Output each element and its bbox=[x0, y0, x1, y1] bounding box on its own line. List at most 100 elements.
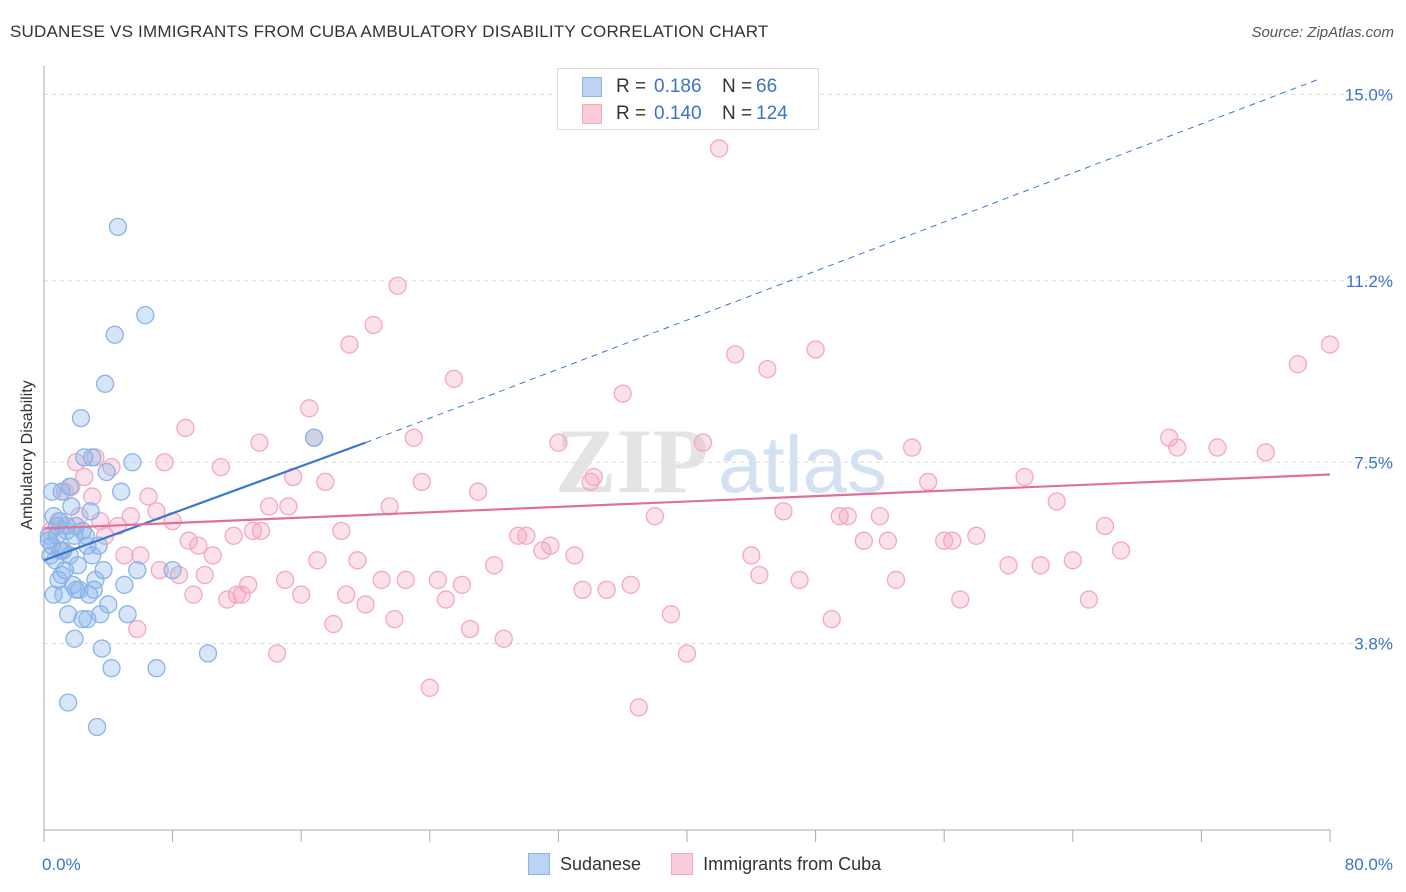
legend-n-value: 66 bbox=[756, 76, 778, 97]
point-cuba bbox=[693, 433, 713, 452]
point-sudanese bbox=[123, 453, 142, 472]
point-cuba bbox=[549, 433, 568, 452]
legend-r-label: R = bbox=[616, 103, 647, 124]
legend-swatch-cuba bbox=[582, 104, 602, 124]
series-swatch-cuba bbox=[671, 853, 694, 875]
point-cuba bbox=[468, 482, 488, 501]
point-cuba bbox=[324, 614, 343, 634]
point-cuba bbox=[75, 467, 94, 487]
point-cuba bbox=[509, 526, 528, 545]
point-cuba bbox=[179, 531, 198, 550]
series-name-sudanese: Sudanese bbox=[560, 853, 642, 874]
point-cuba bbox=[348, 551, 367, 570]
point-cuba bbox=[886, 570, 906, 590]
gridlines bbox=[44, 94, 1395, 645]
point-cuba bbox=[292, 585, 311, 604]
series-legend: Sudanese Immigrants from Cuba bbox=[528, 852, 911, 876]
point-cuba bbox=[677, 644, 697, 663]
point-cuba bbox=[250, 433, 269, 452]
y-tick-label: 3.8% bbox=[1354, 635, 1393, 654]
legend-n-value: 124 bbox=[756, 103, 788, 124]
point-cuba bbox=[758, 359, 777, 379]
point-cuba bbox=[750, 565, 769, 585]
point-cuba bbox=[584, 467, 603, 487]
point-cuba bbox=[742, 546, 761, 565]
point-sudanese bbox=[102, 659, 121, 678]
point-sudanese bbox=[81, 502, 100, 521]
legend-r-label: R = bbox=[616, 76, 647, 97]
point-sudanese bbox=[57, 516, 76, 536]
x-tick-label: 80.0% bbox=[1345, 855, 1393, 874]
point-cuba bbox=[332, 521, 351, 541]
point-cuba bbox=[1095, 516, 1115, 536]
axes bbox=[43, 66, 1331, 842]
point-cuba bbox=[428, 570, 447, 590]
trend-sudanese-extension bbox=[365, 79, 1319, 444]
point-sudanese bbox=[147, 659, 166, 678]
series-name-cuba: Immigrants from Cuba bbox=[703, 853, 882, 874]
legend-r-value: 0.140 bbox=[654, 103, 702, 124]
tick-labels: 15.0% 11.2% 7.5% 3.8% 0.0% 80.0% bbox=[42, 86, 1393, 874]
point-cuba bbox=[1168, 438, 1187, 457]
point-cuba bbox=[1079, 590, 1099, 609]
point-cuba bbox=[251, 521, 271, 541]
point-sudanese bbox=[60, 477, 79, 496]
point-cuba bbox=[460, 619, 480, 639]
point-cuba bbox=[918, 472, 938, 492]
legend-row-sudanese: R = 0.186 N = 66 bbox=[582, 75, 777, 99]
watermark: ZIP atlas bbox=[555, 410, 887, 512]
y-tick-label: 11.2% bbox=[1346, 272, 1393, 291]
trend-sudanese bbox=[43, 441, 366, 562]
point-cuba bbox=[275, 570, 295, 590]
point-cuba bbox=[364, 315, 383, 335]
point-cuba bbox=[356, 595, 375, 614]
point-cuba bbox=[822, 610, 841, 629]
point-cuba bbox=[218, 590, 237, 609]
point-cuba bbox=[372, 570, 391, 590]
point-cuba bbox=[710, 139, 729, 158]
point-cuba bbox=[420, 678, 439, 697]
point-cuba bbox=[385, 610, 404, 629]
trend-lines bbox=[43, 79, 1331, 562]
point-sudanese bbox=[115, 575, 134, 594]
point-sudanese bbox=[95, 374, 115, 393]
point-cuba bbox=[388, 276, 407, 295]
point-cuba bbox=[629, 698, 648, 717]
point-cuba bbox=[316, 472, 335, 492]
point-sudanese bbox=[97, 462, 116, 482]
point-sudanese bbox=[67, 580, 86, 599]
correlation-legend: R = 0.186 N = 66 R = 0.140 N = 124 bbox=[557, 68, 819, 130]
point-cuba bbox=[951, 590, 970, 609]
point-cuba bbox=[1208, 438, 1227, 457]
point-cuba bbox=[227, 585, 247, 604]
legend-n-label: N = bbox=[722, 76, 753, 97]
point-cuba bbox=[573, 580, 592, 599]
point-sudanese bbox=[112, 482, 131, 501]
source-label: Source: ZipAtlas.com bbox=[1251, 24, 1394, 41]
point-cuba bbox=[1256, 443, 1275, 462]
point-sudanese bbox=[87, 717, 107, 737]
point-cuba bbox=[337, 585, 356, 604]
point-cuba bbox=[1047, 492, 1066, 511]
point-cuba bbox=[854, 531, 873, 550]
point-cuba bbox=[1015, 467, 1034, 487]
point-cuba bbox=[645, 507, 664, 526]
point-sudanese bbox=[65, 629, 84, 648]
point-cuba bbox=[232, 585, 251, 604]
point-sudanese bbox=[108, 217, 128, 237]
series-legend-cuba[interactable]: Immigrants from Cuba bbox=[671, 853, 881, 875]
point-cuba bbox=[279, 497, 298, 516]
watermark-zip: ZIP bbox=[555, 410, 708, 512]
point-sudanese bbox=[163, 560, 182, 580]
series-legend-sudanese[interactable]: Sudanese bbox=[528, 853, 641, 875]
y-tick-label: 7.5% bbox=[1354, 453, 1393, 472]
point-cuba bbox=[967, 526, 986, 545]
point-cuba bbox=[184, 585, 203, 604]
point-cuba bbox=[203, 546, 222, 565]
point-cuba bbox=[1063, 551, 1082, 570]
point-cuba bbox=[581, 472, 600, 492]
trend-cuba bbox=[43, 473, 1331, 530]
point-cuba bbox=[115, 546, 134, 565]
point-cuba bbox=[452, 575, 472, 594]
